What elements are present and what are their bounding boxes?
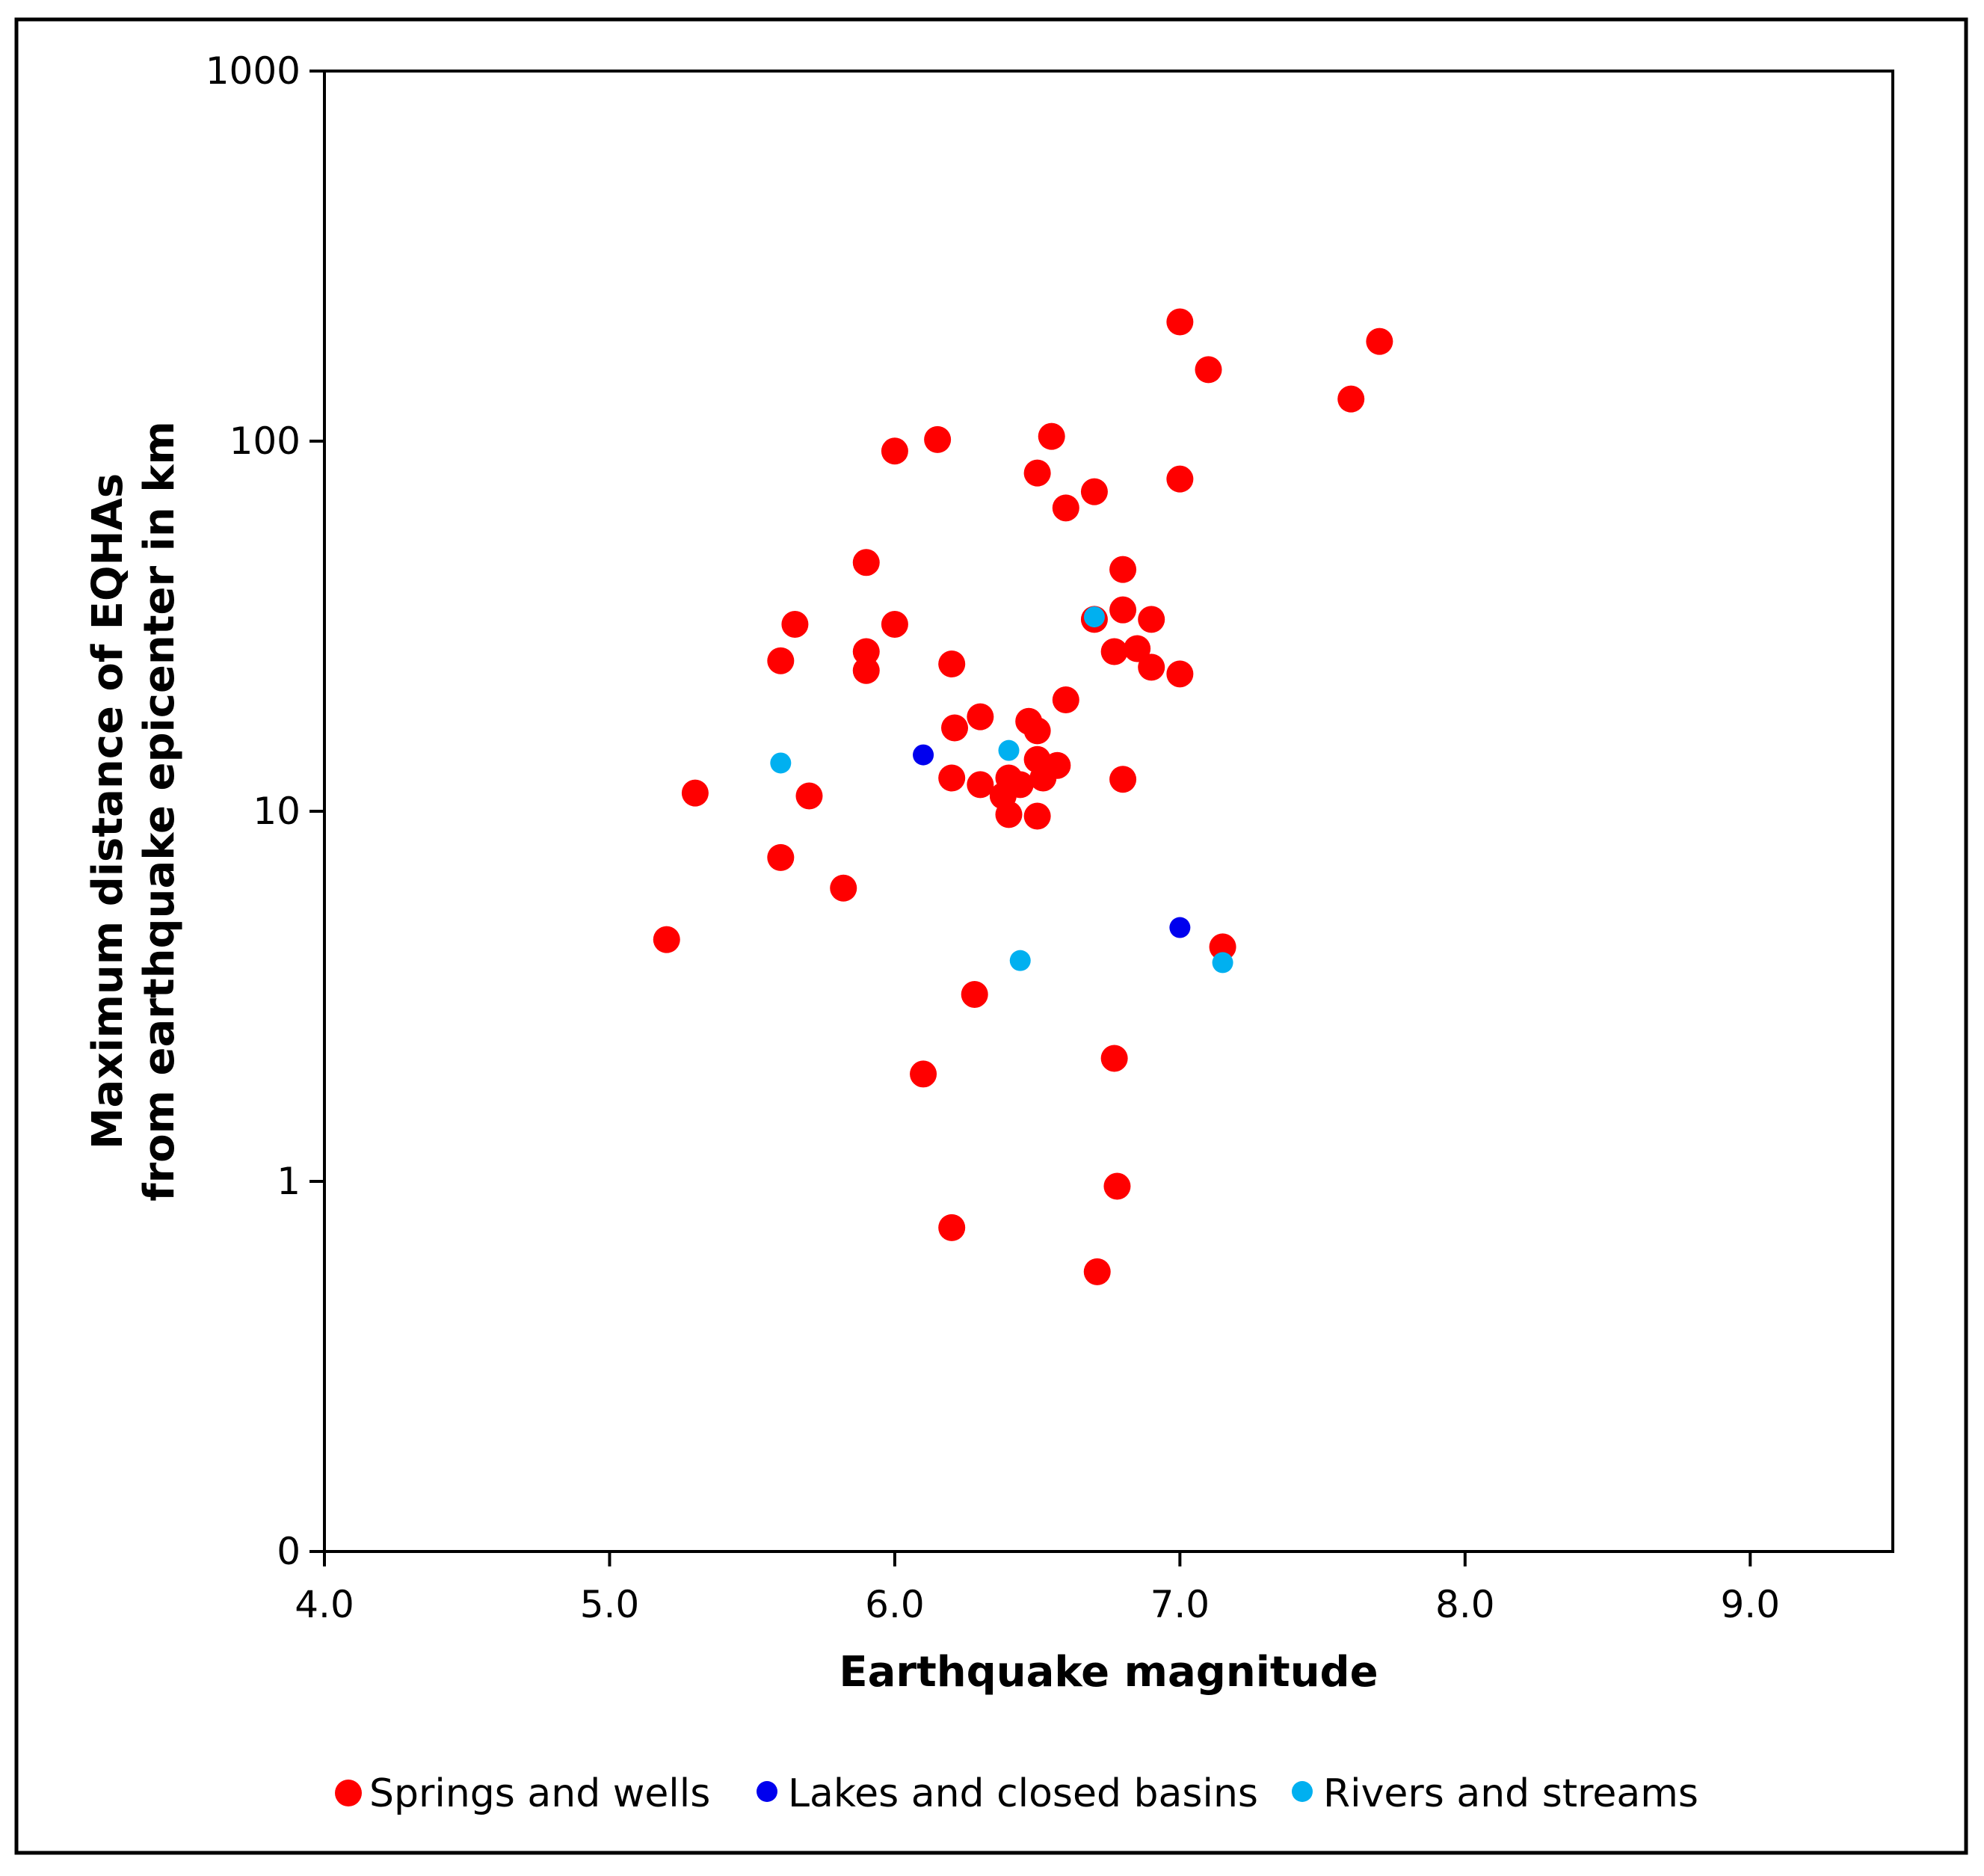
- data-point-series-1: [830, 874, 857, 902]
- data-point-series-2: [913, 744, 934, 766]
- data-point-series-1: [1138, 606, 1165, 633]
- data-point-series-1: [852, 656, 880, 684]
- data-point-series-1: [781, 610, 809, 638]
- legend-marker-lakes: [757, 1781, 777, 1802]
- data-point-series-1: [1044, 751, 1071, 779]
- data-point-series-1: [852, 638, 880, 665]
- y-axis-title-line-1: Maximum distance of EQHAs: [84, 473, 132, 1149]
- data-point-series-1: [1109, 556, 1137, 583]
- y-axis-title-line-2: from earthquake epicenter in km: [135, 421, 184, 1202]
- legend: Springs and wells Lakes and closed basin…: [335, 1771, 1698, 1816]
- data-point-series-3: [770, 752, 792, 774]
- data-point-series-1: [1109, 766, 1137, 793]
- data-point-series-1: [1080, 478, 1108, 505]
- data-point-series-1: [967, 703, 994, 731]
- data-point-series-1: [767, 647, 795, 674]
- data-point-series-1: [941, 714, 969, 742]
- y-tick-label: 1000: [206, 49, 301, 93]
- data-point-series-1: [881, 610, 908, 638]
- data-point-series-1: [852, 549, 880, 576]
- data-point-series-1: [1100, 638, 1128, 665]
- legend-marker-springs: [335, 1780, 362, 1806]
- data-point-series-1: [1166, 465, 1194, 493]
- data-point-series-1: [910, 1060, 937, 1088]
- y-axis: 0 1 10 100 1000: [206, 49, 324, 1573]
- data-point-series-1: [938, 1214, 966, 1241]
- data-point-series-1: [1366, 327, 1393, 355]
- data-point-series-1: [1166, 660, 1194, 688]
- y-tick-label: 1: [277, 1160, 301, 1203]
- data-point-series-1: [938, 651, 966, 678]
- data-point-series-1: [1023, 802, 1051, 830]
- data-point-series-1: [881, 437, 908, 465]
- data-point-series-1: [1124, 635, 1151, 662]
- data-point-series-1: [1337, 385, 1365, 413]
- data-point-series-1: [924, 425, 952, 453]
- data-point-series-1: [1006, 771, 1034, 799]
- legend-marker-rivers: [1292, 1781, 1313, 1802]
- y-tick-label: 0: [277, 1530, 301, 1573]
- data-point-series-1: [995, 801, 1023, 828]
- data-point-series-1: [1023, 459, 1051, 487]
- data-point-series-1: [1209, 933, 1236, 961]
- data-point-series-1: [1103, 1172, 1131, 1200]
- data-point-series-1: [767, 843, 795, 871]
- data-point-series-1: [961, 980, 988, 1008]
- data-point-series-1: [967, 771, 994, 799]
- x-tick-label: 8.0: [1435, 1583, 1495, 1626]
- y-tick-label: 100: [229, 419, 301, 463]
- data-point-series-1: [1052, 686, 1079, 713]
- data-point-series-3: [1009, 950, 1031, 971]
- data-point-series-1: [1038, 422, 1065, 450]
- data-point-series-1: [938, 764, 966, 792]
- figure-frame: [14, 17, 1968, 1855]
- data-point-series-1: [1166, 308, 1194, 336]
- y-tick-label: 10: [253, 790, 301, 833]
- data-point-series-1: [1023, 717, 1051, 745]
- x-tick-label: 5.0: [580, 1583, 640, 1626]
- x-tick-label: 7.0: [1150, 1583, 1210, 1626]
- data-point-series-1: [653, 926, 680, 953]
- legend-label-springs: Springs and wells: [369, 1771, 710, 1816]
- data-point-series-1: [1109, 596, 1137, 624]
- data-point-series-1: [1052, 494, 1079, 522]
- data-point-series-1: [681, 779, 709, 807]
- x-tick-label: 4.0: [295, 1583, 354, 1626]
- data-point-series-3: [1083, 606, 1105, 628]
- x-tick-label: 9.0: [1721, 1583, 1781, 1626]
- data-points: [653, 308, 1393, 1285]
- data-point-series-3: [998, 739, 1020, 761]
- data-point-series-1: [1083, 1258, 1111, 1285]
- data-point-series-1: [795, 782, 823, 810]
- legend-label-lakes: Lakes and closed basins: [788, 1771, 1258, 1816]
- data-point-series-3: [1212, 952, 1233, 974]
- x-tick-label: 6.0: [865, 1583, 925, 1626]
- data-point-series-1: [1100, 1045, 1128, 1072]
- x-axis: 4.0 5.0 6.0 7.0 8.0 9.0: [295, 1551, 1780, 1626]
- data-point-series-1: [1195, 356, 1222, 384]
- legend-label-rivers: Rivers and streams: [1323, 1771, 1698, 1816]
- data-point-series-1: [1138, 653, 1165, 681]
- x-axis-title: Earthquake magnitude: [839, 1648, 1378, 1697]
- y-axis-title: Maximum distance of EQHAs from earthquak…: [84, 421, 184, 1202]
- data-point-series-2: [1169, 917, 1191, 938]
